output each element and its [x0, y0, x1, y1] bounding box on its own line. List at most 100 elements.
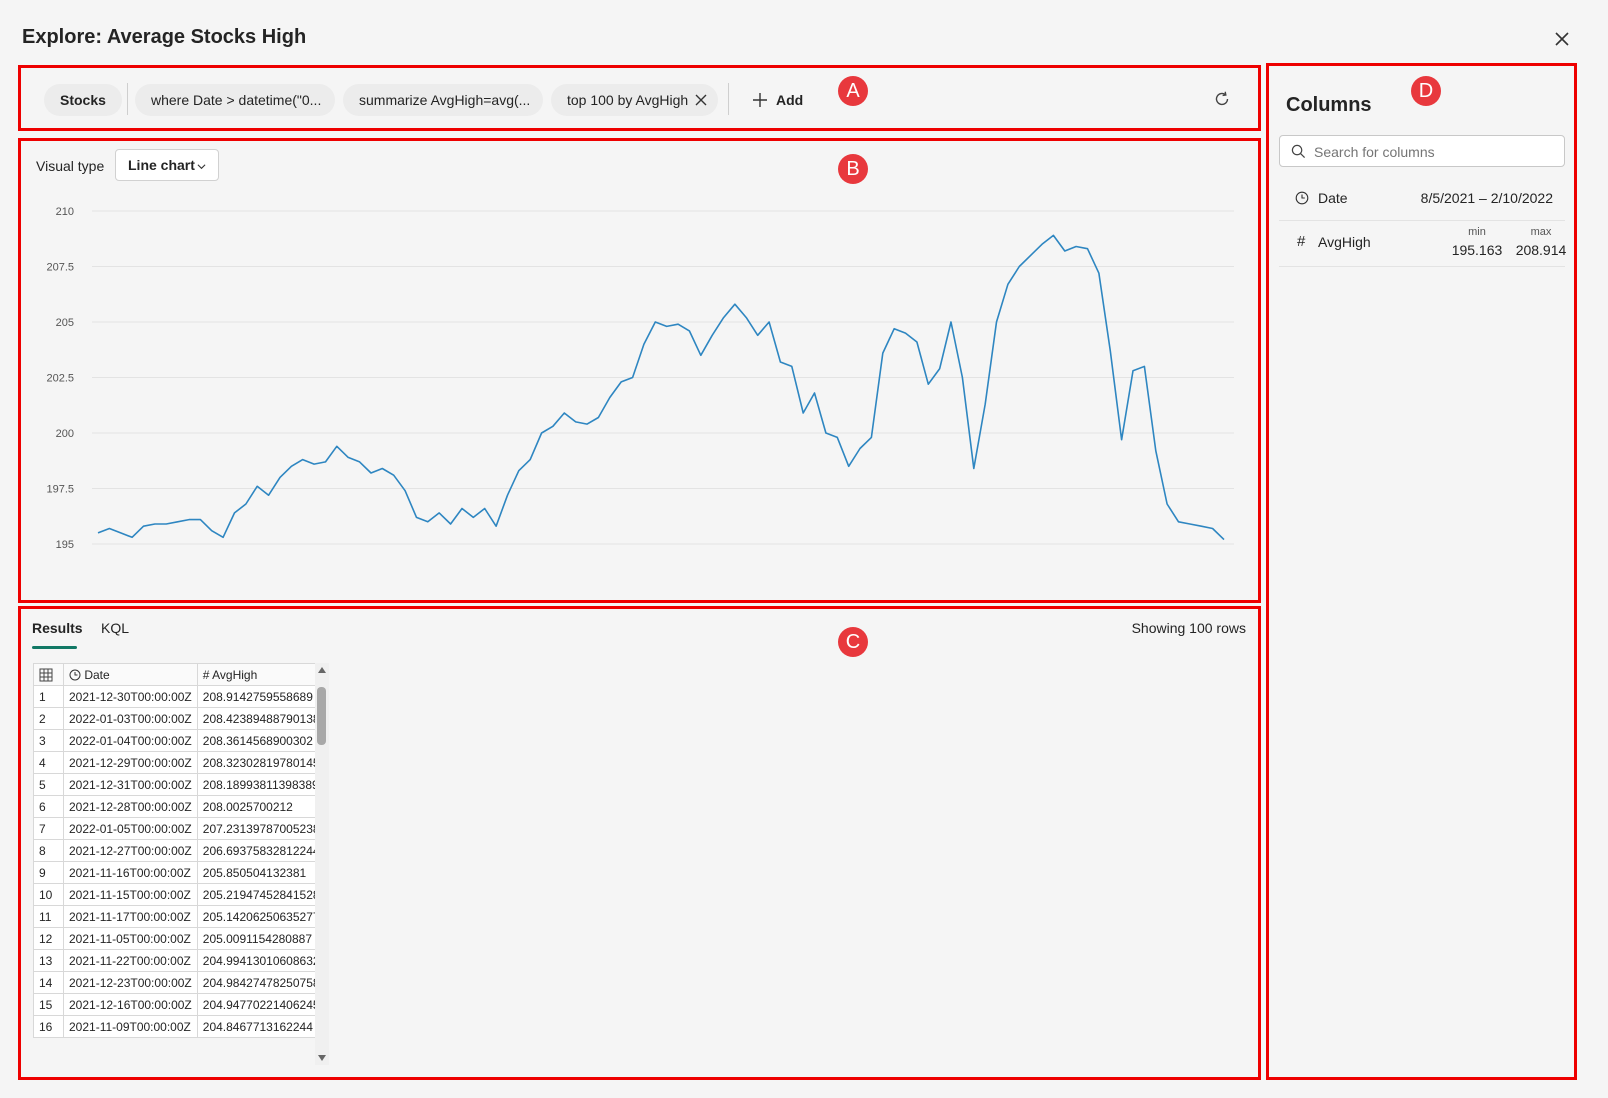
date-cell: 2021-12-28T00:00:00Z — [63, 795, 198, 818]
table-row[interactable]: 16 2021-11-09T00:00:00Z 204.8467713162244 — [33, 1015, 326, 1038]
max-value: 208.914 — [1515, 242, 1567, 258]
date-cell: 2021-11-09T00:00:00Z — [63, 1015, 198, 1038]
highlight-query-bar — [18, 65, 1261, 131]
avghigh-cell: 204.94770221406245 — [196, 993, 326, 1016]
table-row[interactable]: 6 2021-12-28T00:00:00Z 208.0025700212 — [33, 795, 326, 818]
column-item-avghigh[interactable]: # AvgHigh min max 195.163 208.914 — [1279, 222, 1566, 267]
marker-a: A — [838, 76, 868, 106]
table-grid-header — [33, 663, 64, 686]
table-row[interactable]: 10 2021-11-15T00:00:00Z 205.21947452841528 — [33, 883, 326, 906]
date-cell: 2021-11-17T00:00:00Z — [63, 905, 198, 928]
results-table: Date # AvgHigh 1 2021-12-30T00:00:00Z 208.… — [33, 663, 326, 1038]
date-cell: 2021-12-29T00:00:00Z — [63, 751, 198, 774]
top-step-label: top 100 by AvgHigh — [567, 92, 689, 108]
table-row[interactable]: 9 2021-11-16T00:00:00Z 205.850504132381 — [33, 861, 326, 884]
series-line[interactable] — [97, 234, 1225, 541]
table-row[interactable]: 7 2022-01-05T00:00:00Z 207.23139787005238 — [33, 817, 326, 840]
y-tick-label: 195 — [56, 539, 74, 551]
top-step-pill[interactable]: top 100 by AvgHigh — [551, 84, 718, 116]
scroll-down-icon[interactable] — [317, 1054, 327, 1062]
row-index-cell: 16 — [33, 1015, 64, 1038]
table-pill[interactable]: Stocks — [44, 84, 122, 116]
table-row[interactable]: 5 2021-12-31T00:00:00Z 208.18993811398389 — [33, 773, 326, 796]
avghigh-cell: 205.14206250635277 — [196, 905, 326, 928]
y-tick-label: 200 — [56, 428, 74, 440]
hash-icon: # — [202, 667, 210, 682]
row-index-cell: 5 — [33, 773, 64, 796]
tab-kql[interactable]: KQL — [101, 620, 130, 636]
date-cell: 2021-12-31T00:00:00Z — [63, 773, 198, 796]
row-index-cell: 7 — [33, 817, 64, 840]
column-item-date-range: 8/5/2021 – 2/10/2022 — [1420, 190, 1553, 206]
date-cell: 2021-11-15T00:00:00Z — [63, 883, 198, 906]
row-index-cell: 1 — [33, 685, 64, 708]
tab-results-underline — [32, 646, 77, 649]
table-row[interactable]: 1 2021-12-30T00:00:00Z 208.9142759558689 — [33, 685, 326, 708]
date-cell: 2021-12-30T00:00:00Z — [63, 685, 198, 708]
close-icon[interactable] — [1551, 28, 1573, 50]
scroll-up-icon[interactable] — [317, 666, 327, 674]
column-header-avghigh-label: AvgHigh — [212, 667, 258, 682]
visual-type-label: Visual type — [36, 158, 105, 174]
row-index-cell: 6 — [33, 795, 64, 818]
table-row[interactable]: 14 2021-12-23T00:00:00Z 204.98427478250758 — [33, 971, 326, 994]
avghigh-cell: 204.99413010608632 — [196, 949, 326, 972]
avghigh-cell: 205.21947452841528 — [196, 883, 326, 906]
avghigh-cell: 204.98427478250758 — [196, 971, 326, 994]
y-tick-label: 205 — [56, 317, 74, 329]
add-step-button[interactable]: Add — [748, 84, 818, 116]
marker-b: B — [838, 154, 868, 184]
where-step-pill[interactable]: where Date > datetime("0... — [135, 84, 335, 116]
date-cell: 2021-11-16T00:00:00Z — [63, 861, 198, 884]
column-header-avghigh[interactable]: # AvgHigh — [196, 663, 326, 686]
chevron-down-icon — [197, 164, 206, 170]
row-index-cell: 15 — [33, 993, 64, 1016]
marker-d: D — [1411, 76, 1441, 106]
visual-type-dropdown[interactable]: Line chart — [115, 149, 219, 181]
max-label: max — [1530, 226, 1552, 238]
column-header-date[interactable]: Date — [63, 663, 198, 686]
row-index-cell: 4 — [33, 751, 64, 774]
row-index-cell: 10 — [33, 883, 64, 906]
column-header-date-label: Date — [84, 667, 110, 682]
table-row[interactable]: 3 2022-01-04T00:00:00Z 208.3614568900302 — [33, 729, 326, 752]
row-index-cell: 9 — [33, 861, 64, 884]
avghigh-cell: 204.8467713162244 — [196, 1015, 326, 1038]
y-tick-label: 202.5 — [46, 373, 74, 385]
results-scrollbar[interactable] — [315, 663, 329, 1065]
table-row[interactable]: 11 2021-11-17T00:00:00Z 205.14206250635277 — [33, 905, 326, 928]
avghigh-cell: 208.32302819780145 — [196, 751, 326, 774]
avghigh-cell: 208.3614568900302 — [196, 729, 326, 752]
columns-panel-title: Columns — [1286, 94, 1372, 116]
summarize-step-pill[interactable]: summarize AvgHigh=avg(... — [343, 84, 543, 116]
table-row[interactable]: 4 2021-12-29T00:00:00Z 208.32302819780145 — [33, 751, 326, 774]
date-cell: 2022-01-03T00:00:00Z — [63, 707, 198, 730]
table-row[interactable]: 13 2021-11-22T00:00:00Z 204.99413010608632 — [33, 949, 326, 972]
date-cell: 2021-12-23T00:00:00Z — [63, 971, 198, 994]
y-tick-label: 210 — [56, 206, 74, 218]
row-index-cell: 13 — [33, 949, 64, 972]
remove-step-icon[interactable] — [694, 93, 708, 107]
window-title: Explore: Average Stocks High — [22, 26, 307, 48]
row-index-cell: 2 — [33, 707, 64, 730]
search-icon — [1291, 144, 1306, 159]
row-index-cell: 8 — [33, 839, 64, 862]
table-row[interactable]: 2 2022-01-03T00:00:00Z 208.42389488790138 — [33, 707, 326, 730]
columns-search-box[interactable] — [1279, 135, 1565, 167]
columns-search-input[interactable] — [1312, 142, 1556, 162]
clock-icon — [1295, 191, 1309, 205]
row-index-cell: 14 — [33, 971, 64, 994]
table-row[interactable]: 15 2021-12-16T00:00:00Z 204.94770221406245 — [33, 993, 326, 1016]
results-scrollbar-thumb[interactable] — [317, 687, 326, 745]
tab-results[interactable]: Results — [32, 620, 83, 636]
column-item-date[interactable]: Date 8/5/2021 – 2/10/2022 — [1279, 178, 1565, 221]
column-item-avghigh-name: AvgHigh — [1318, 234, 1371, 250]
date-cell: 2022-01-05T00:00:00Z — [63, 817, 198, 840]
table-row[interactable]: 12 2021-11-05T00:00:00Z 205.0091154280887 — [33, 927, 326, 950]
highlight-columns-panel — [1266, 63, 1577, 1080]
date-cell: 2021-11-22T00:00:00Z — [63, 949, 198, 972]
min-label: min — [1468, 226, 1486, 238]
table-row[interactable]: 8 2021-12-27T00:00:00Z 206.69375832812244 — [33, 839, 326, 862]
refresh-icon[interactable] — [1213, 90, 1231, 108]
highlight-results — [18, 606, 1261, 1080]
